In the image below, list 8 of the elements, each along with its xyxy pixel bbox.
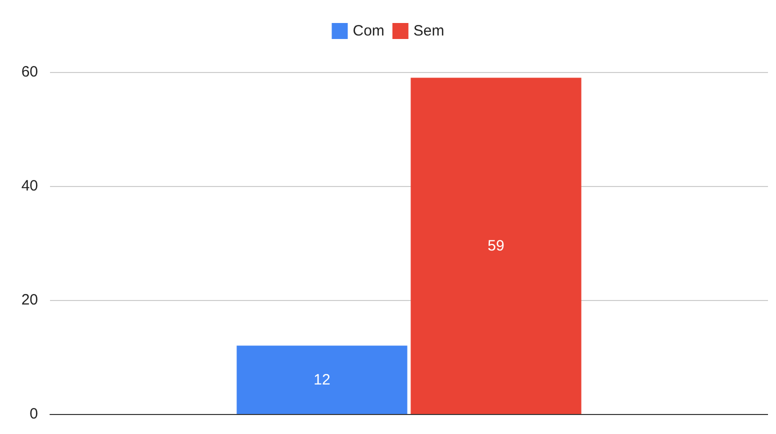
y-tick-label: 60 [21,64,38,80]
legend-label: Sem [413,22,444,40]
data-label: 59 [488,237,504,254]
y-tick-label: 0 [30,406,38,422]
legend-label: Com [352,22,384,40]
y-tick-label: 40 [21,178,38,194]
y-tick-label: 20 [21,292,38,308]
data-label: 12 [314,371,330,388]
